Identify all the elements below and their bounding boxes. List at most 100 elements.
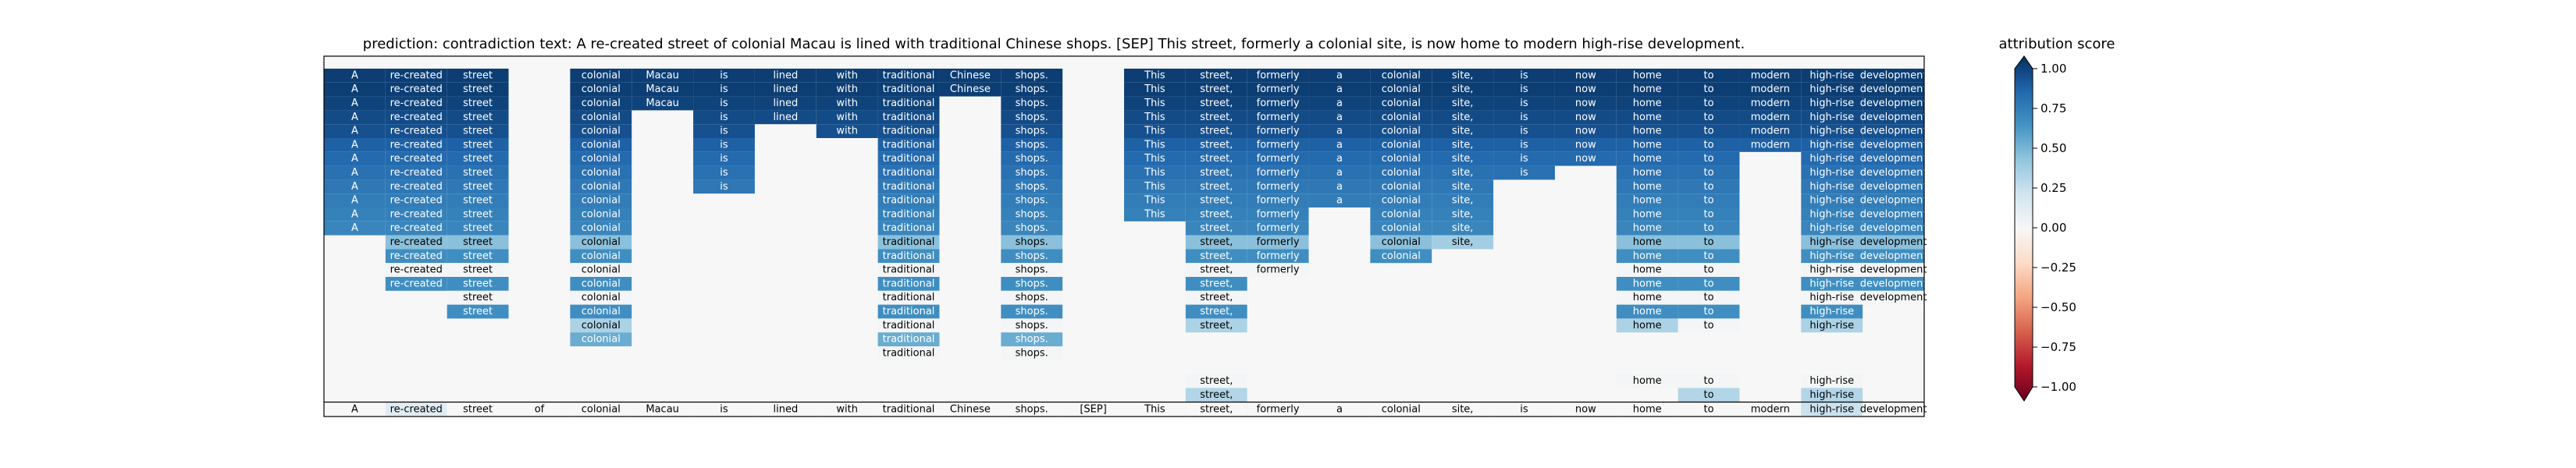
heatmap-cell-label: is <box>1520 112 1528 123</box>
heatmap-cell-label: now <box>1575 98 1596 109</box>
heatmap-cell-label: shops. <box>1016 236 1048 248</box>
heatmap-cell <box>1124 96 1186 111</box>
heatmap-cell-label: high-rise <box>1809 292 1854 303</box>
heatmap-cell <box>447 221 509 236</box>
heatmap-cell <box>1308 110 1371 125</box>
heatmap-cell <box>1001 263 1063 277</box>
heatmap-cell <box>1124 138 1186 152</box>
heatmap-cell-label: A <box>351 222 358 234</box>
heatmap-cell <box>1801 138 1863 152</box>
heatmap-cell <box>693 138 755 152</box>
heatmap-cell-label: re-created <box>390 195 443 207</box>
heatmap-cell-label: street, <box>1200 292 1233 303</box>
heatmap-cell-label: This <box>1144 195 1165 207</box>
heatmap-cell <box>1432 235 1494 250</box>
heatmap-cell-label: street, <box>1200 83 1233 95</box>
heatmap-cell <box>1678 263 1740 277</box>
heatmap-cell-label: high-rise <box>1809 306 1854 317</box>
heatmap-cell-label: A <box>351 126 358 137</box>
heatmap-cell-label: high-rise <box>1809 222 1854 234</box>
heatmap-cell-label: to <box>1704 320 1714 332</box>
heatmap-cell <box>385 277 447 291</box>
heatmap-cell-label: home <box>1633 98 1662 109</box>
token-label: street, <box>1200 404 1233 416</box>
token-cell <box>693 402 755 417</box>
heatmap-cell <box>1678 374 1740 388</box>
heatmap-cell <box>816 96 878 111</box>
heatmap-cell-label: development <box>1860 264 1927 276</box>
heatmap-cell-label: development <box>1860 83 1927 95</box>
heatmap-cell <box>1185 235 1247 250</box>
colorbar <box>2014 55 2033 402</box>
heatmap-cell-label: lined <box>773 98 798 109</box>
heatmap-cell-label: now <box>1575 69 1596 81</box>
heatmap-cell-label: site, <box>1452 195 1474 207</box>
heatmap-cell-label: shops. <box>1016 69 1048 81</box>
heatmap-cell-label: home <box>1633 126 1662 137</box>
heatmap-cell <box>1247 235 1309 250</box>
heatmap-cell-label: development <box>1860 208 1927 220</box>
heatmap-cell-label: to <box>1704 222 1714 234</box>
heatmap-cell <box>1863 249 1924 264</box>
heatmap-cell <box>324 124 386 138</box>
heatmap-cell <box>1001 110 1063 125</box>
heatmap-cell-label: to <box>1704 126 1714 137</box>
heatmap-cell-label: high-rise <box>1809 375 1854 387</box>
heatmap-cell <box>1554 69 1617 83</box>
heatmap-cell <box>1678 207 1740 222</box>
heatmap-cell <box>570 207 632 222</box>
heatmap-cell-label: shops. <box>1016 278 1048 289</box>
heatmap-cell-label: site, <box>1452 83 1474 95</box>
token-label: colonial <box>582 404 621 416</box>
heatmap-cell <box>1370 124 1432 138</box>
heatmap-cell-label: a <box>1336 112 1343 123</box>
heatmap-cell <box>385 263 447 277</box>
heatmap-cell <box>324 138 386 152</box>
heatmap-cell-label: high-rise <box>1809 83 1854 95</box>
heatmap-cell <box>1739 138 1802 152</box>
heatmap-cell-label: street, <box>1200 236 1233 248</box>
heatmap-cell <box>1801 82 1863 97</box>
heatmap-cell-label: street <box>463 181 493 193</box>
heatmap-cell-label: development <box>1860 195 1927 207</box>
heatmap-cell-label: to <box>1704 195 1714 207</box>
heatmap-cell-label: a <box>1336 195 1343 207</box>
heatmap-cell <box>877 193 940 207</box>
heatmap-cell-label: colonial <box>582 250 621 262</box>
token-cell <box>632 402 694 417</box>
heatmap-cell <box>385 138 447 152</box>
heatmap-cell-label: A <box>351 83 358 95</box>
token-cell <box>1554 402 1617 417</box>
heatmap-cell-label: to <box>1704 69 1714 81</box>
heatmap-cell-label: traditional <box>883 320 935 332</box>
heatmap-cell <box>324 96 386 111</box>
heatmap-cell <box>1247 124 1309 138</box>
heatmap-cell <box>1124 207 1186 222</box>
heatmap-cell <box>1801 151 1863 166</box>
heatmap-cell <box>1247 96 1309 111</box>
token-label: now <box>1575 404 1596 416</box>
heatmap-cell <box>1001 96 1063 111</box>
heatmap-cell <box>570 193 632 207</box>
token-label: to <box>1704 404 1714 416</box>
heatmap-cell <box>447 165 509 180</box>
heatmap-cell <box>447 207 509 222</box>
heatmap-cell <box>1432 179 1494 194</box>
heatmap-cell <box>324 110 386 125</box>
heatmap-cell <box>1432 151 1494 166</box>
heatmap-cell <box>1863 110 1924 125</box>
token-cell <box>1062 402 1124 417</box>
heatmap-cell <box>1185 165 1247 180</box>
heatmap-cell-label: home <box>1633 250 1662 262</box>
heatmap-cell-label: is <box>1520 83 1528 95</box>
heatmap-cell-label: development <box>1860 98 1927 109</box>
heatmap-cell <box>1616 277 1678 291</box>
heatmap-cell-label: home <box>1633 69 1662 81</box>
token-cell <box>1124 402 1186 417</box>
heatmap-cell-label: shops. <box>1016 126 1048 137</box>
heatmap-cell-label: This <box>1144 167 1165 179</box>
heatmap-cell <box>939 82 1002 97</box>
heatmap-cell <box>1863 235 1924 250</box>
heatmap-cell <box>1863 165 1924 180</box>
heatmap-cell-label: re-created <box>390 208 443 220</box>
